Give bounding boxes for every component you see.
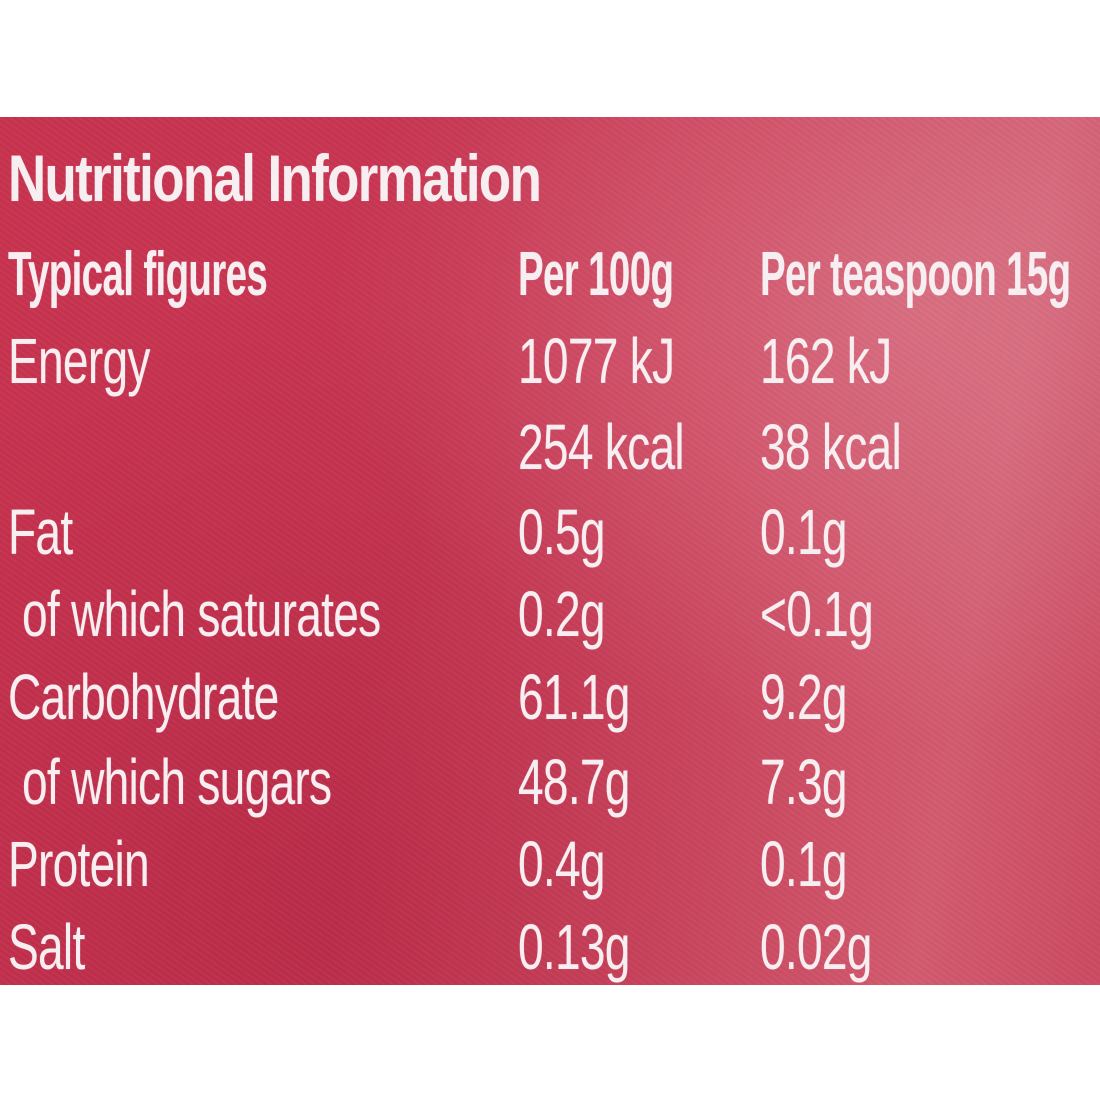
row-sugars-name: of which sugars — [22, 746, 332, 818]
row-fat-per-100g: 0.5g — [518, 496, 606, 568]
row-saturates-name: of which saturates — [22, 578, 381, 650]
row-carbohydrate-name: Carbohydrate — [8, 661, 279, 733]
row-saturates-per-teaspoon: <0.1g — [760, 578, 874, 650]
row-energy-kcal-per-teaspoon: 38 kcal — [760, 411, 902, 483]
nutrition-label-panel: Nutritional Information Typical figures … — [0, 117, 1100, 985]
row-protein-name: Protein — [8, 828, 150, 900]
row-carbohydrate-per-teaspoon: 9.2g — [760, 661, 848, 733]
row-salt-per-100g: 0.13g — [518, 911, 630, 983]
row-energy-kcal-per-100g: 254 kcal — [518, 411, 685, 483]
header-typical-figures: Typical figures — [8, 240, 268, 309]
row-energy-per-teaspoon: 162 kJ — [760, 325, 892, 397]
row-protein-per-teaspoon: 0.1g — [760, 828, 848, 900]
row-salt-name: Salt — [8, 911, 85, 983]
row-carbohydrate-per-100g: 61.1g — [518, 661, 630, 733]
row-sugars-per-teaspoon: 7.3g — [760, 746, 848, 818]
row-saturates-per-100g: 0.2g — [518, 578, 606, 650]
row-sugars-per-100g: 48.7g — [518, 746, 630, 818]
header-per-100g: Per 100g — [518, 240, 674, 309]
row-protein-per-100g: 0.4g — [518, 828, 606, 900]
header-per-teaspoon: Per teaspoon 15g — [760, 240, 1071, 309]
label-title: Nutritional Information — [8, 141, 542, 215]
row-fat-name: Fat — [8, 496, 73, 568]
row-fat-per-teaspoon: 0.1g — [760, 496, 848, 568]
row-energy-per-100g: 1077 kJ — [518, 325, 675, 397]
row-energy-name: Energy — [8, 325, 150, 397]
row-salt-per-teaspoon: 0.02g — [760, 911, 872, 983]
